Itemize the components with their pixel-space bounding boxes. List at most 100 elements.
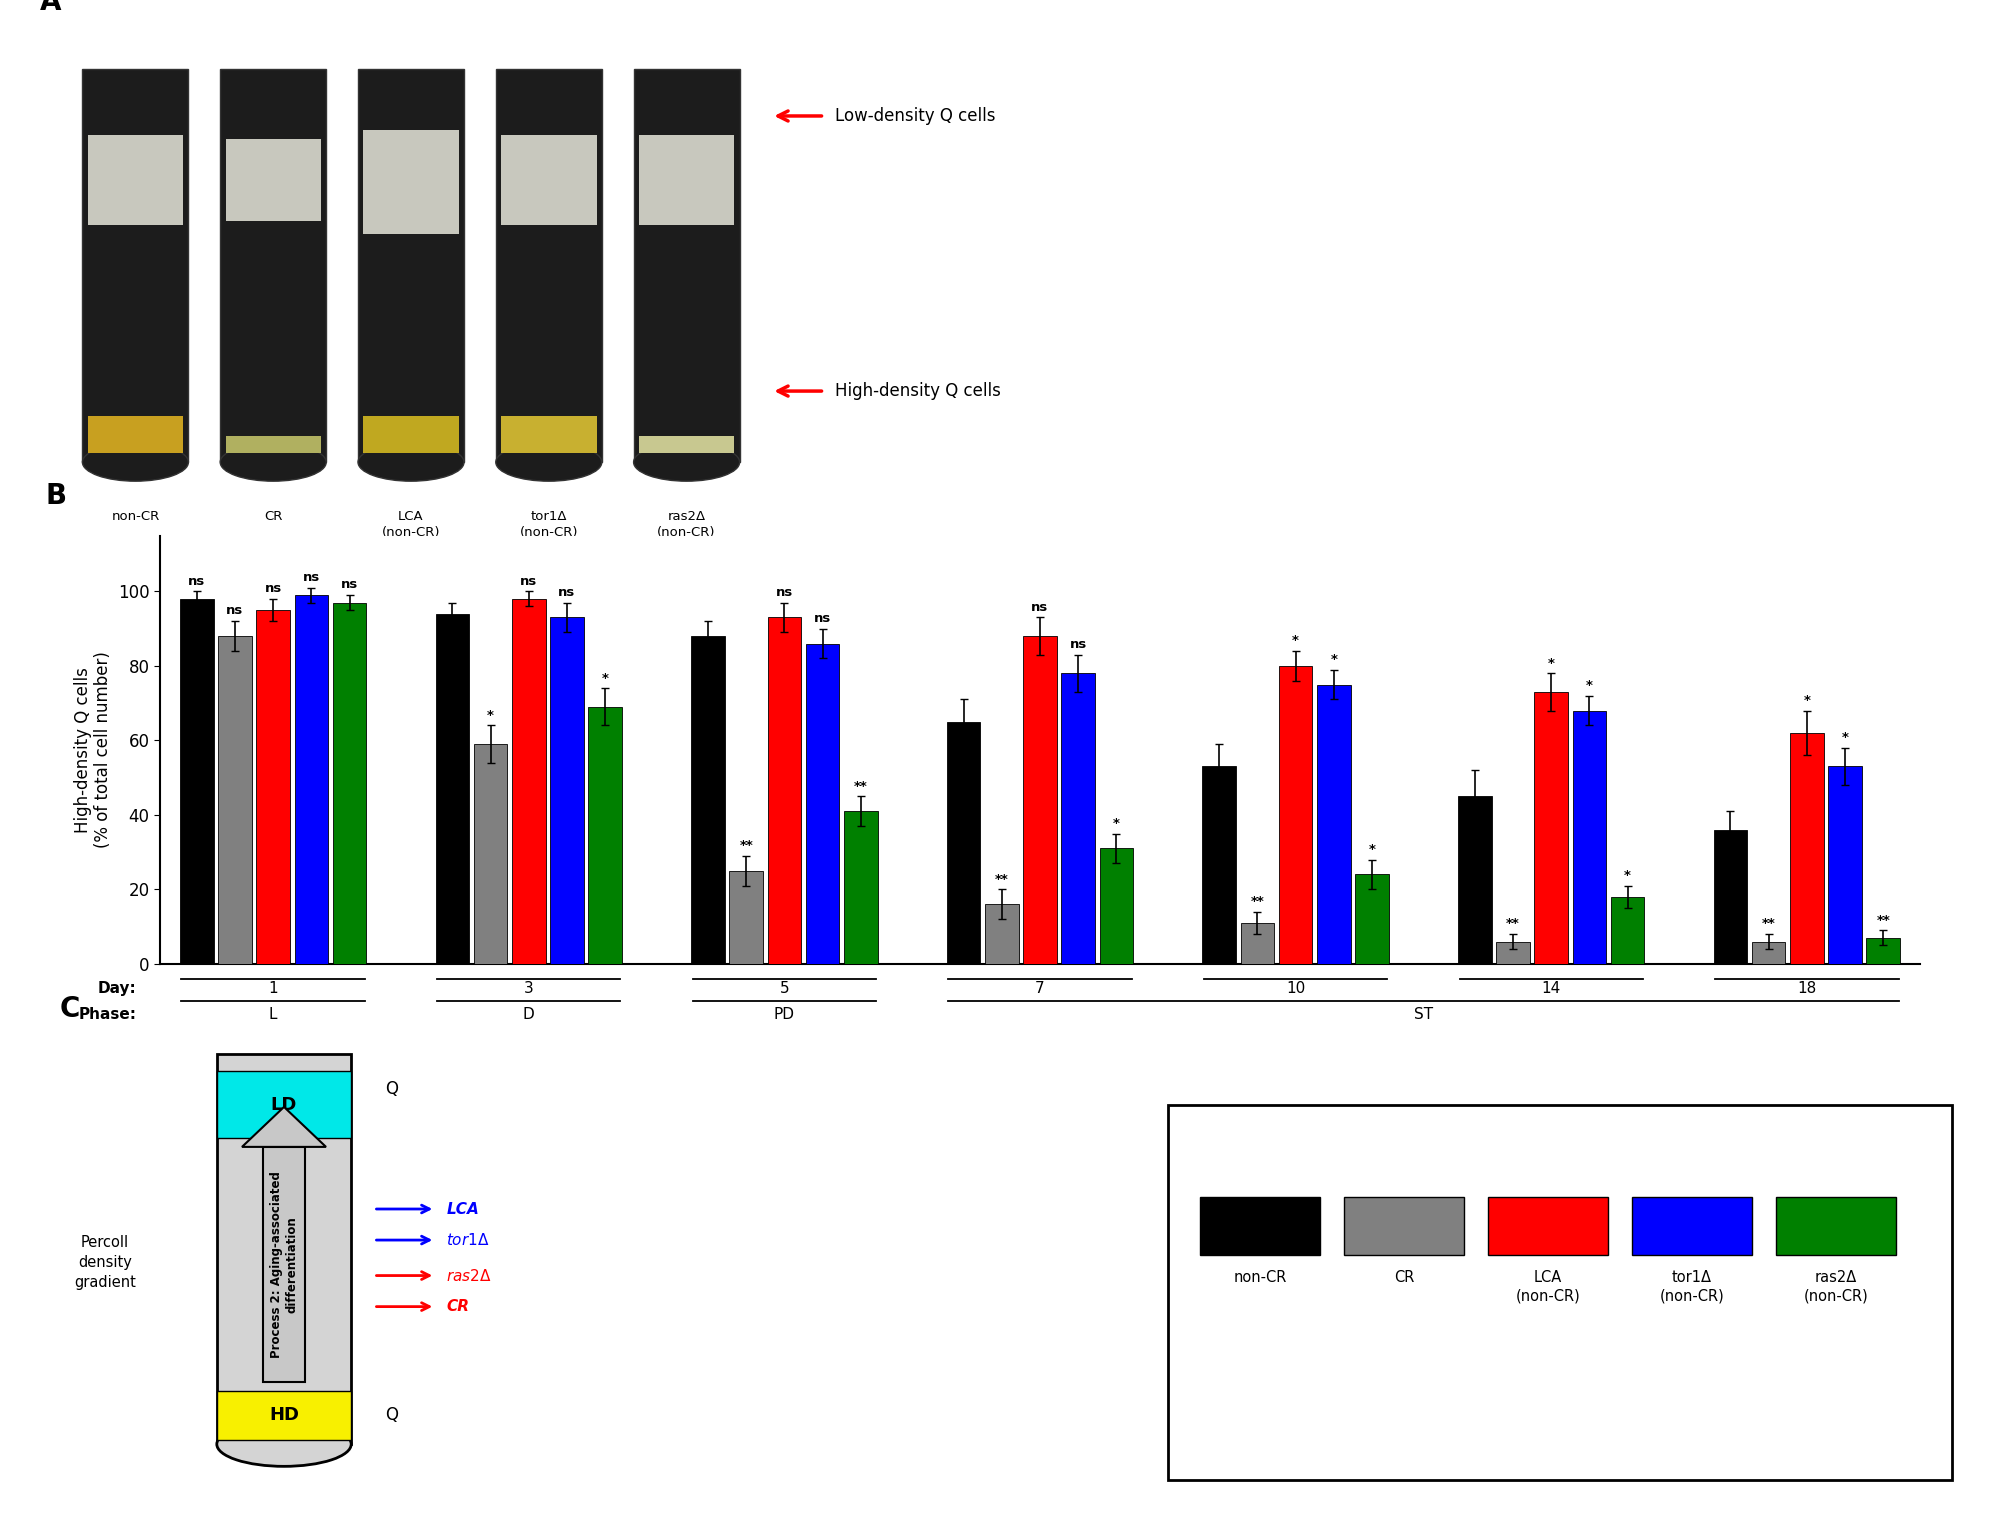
Bar: [1488, 1196, 1608, 1255]
Bar: [638, 135, 734, 225]
Text: Day:: Day:: [98, 981, 136, 996]
Text: **: **: [994, 872, 1008, 886]
Text: CR: CR: [264, 509, 282, 523]
Text: *: *: [1548, 656, 1554, 670]
Text: ns: ns: [302, 571, 320, 584]
Text: tor1Δ
(non-CR): tor1Δ (non-CR): [520, 509, 578, 539]
Bar: [88, 135, 184, 225]
Ellipse shape: [220, 444, 326, 480]
Bar: [1458, 796, 1492, 964]
Text: **: **: [1876, 913, 1890, 927]
Text: ns: ns: [340, 578, 358, 592]
Text: *: *: [1842, 731, 1848, 744]
Text: **: **: [854, 780, 868, 793]
Ellipse shape: [82, 444, 188, 480]
Bar: [1024, 636, 1056, 964]
Bar: [1790, 733, 1824, 964]
Y-axis label: High-density Q cells
(% of total cell number): High-density Q cells (% of total cell nu…: [74, 652, 112, 848]
Bar: [806, 644, 840, 964]
Text: 14: 14: [1542, 981, 1560, 996]
Text: Q: Q: [384, 1080, 398, 1099]
Text: 3: 3: [524, 981, 534, 996]
Bar: [1752, 941, 1786, 964]
Text: $tor1\Delta$: $tor1\Delta$: [446, 1232, 490, 1248]
Bar: [1202, 767, 1236, 964]
Text: Low-density Q cells: Low-density Q cells: [836, 107, 996, 125]
Text: non-CR: non-CR: [1234, 1270, 1286, 1285]
Bar: [1278, 666, 1312, 964]
Text: *: *: [1330, 653, 1338, 666]
Bar: [634, 69, 740, 462]
Bar: [364, 130, 458, 234]
Bar: [1866, 938, 1900, 964]
Text: *: *: [488, 708, 494, 722]
Bar: [436, 614, 470, 964]
Text: tor1Δ
(non-CR): tor1Δ (non-CR): [1660, 1270, 1724, 1304]
Text: **: **: [740, 838, 754, 852]
Text: A: A: [40, 0, 62, 17]
Bar: [1828, 767, 1862, 964]
Text: LCA
(non-CR): LCA (non-CR): [382, 509, 440, 539]
Text: ns: ns: [188, 575, 206, 588]
Text: *: *: [1112, 817, 1120, 829]
Text: B: B: [46, 482, 66, 509]
Text: Percoll
density
gradient: Percoll density gradient: [74, 1235, 136, 1290]
Bar: [1776, 1196, 1896, 1255]
Text: LD: LD: [270, 1095, 298, 1114]
Polygon shape: [242, 1108, 326, 1148]
Bar: [502, 135, 596, 225]
Text: **: **: [1762, 918, 1776, 930]
Text: High-density Q cells: High-density Q cells: [836, 382, 1000, 399]
Text: *: *: [1624, 869, 1632, 881]
Bar: [550, 618, 584, 964]
Ellipse shape: [216, 1421, 352, 1466]
Text: ns: ns: [1032, 601, 1048, 614]
Text: *: *: [1368, 843, 1376, 855]
Text: *: *: [1586, 679, 1592, 692]
Bar: [502, 416, 596, 453]
Text: 10: 10: [1286, 981, 1306, 996]
Text: ns: ns: [558, 586, 576, 598]
Text: LCA
(non-CR): LCA (non-CR): [1516, 1270, 1580, 1304]
Bar: [358, 69, 464, 462]
Text: HD: HD: [270, 1406, 300, 1424]
Text: $ras2\Delta$: $ras2\Delta$: [446, 1267, 492, 1284]
Text: 1: 1: [268, 981, 278, 996]
Text: ns: ns: [1070, 638, 1086, 650]
Bar: [512, 598, 546, 964]
Text: ns: ns: [264, 581, 282, 595]
Bar: [588, 707, 622, 964]
Text: non-CR: non-CR: [112, 509, 160, 523]
Bar: [984, 904, 1018, 964]
Bar: [332, 603, 366, 964]
Text: *: *: [1804, 695, 1810, 707]
Bar: [946, 722, 980, 964]
Text: 7: 7: [1036, 981, 1044, 996]
Bar: [216, 1071, 352, 1138]
Text: *: *: [1292, 635, 1300, 647]
Bar: [1200, 1196, 1320, 1255]
Bar: [1356, 875, 1388, 964]
Bar: [364, 416, 458, 453]
Bar: [216, 1391, 352, 1440]
Bar: [294, 595, 328, 964]
Text: D: D: [522, 1007, 534, 1022]
Bar: [1714, 829, 1748, 964]
Bar: [216, 1054, 352, 1444]
Text: Phase:: Phase:: [78, 1007, 136, 1022]
Ellipse shape: [496, 444, 602, 480]
Text: ns: ns: [814, 612, 832, 624]
Bar: [692, 636, 724, 964]
Text: ns: ns: [776, 586, 792, 598]
Text: Process 2: Aging-associated
differentiation: Process 2: Aging-associated differentiat…: [270, 1170, 298, 1359]
Text: C: C: [60, 994, 80, 1022]
Bar: [82, 69, 188, 462]
Text: ras2Δ
(non-CR): ras2Δ (non-CR): [658, 509, 716, 539]
Bar: [496, 69, 602, 462]
Bar: [730, 871, 762, 964]
Text: ST: ST: [1414, 1007, 1434, 1022]
Text: L: L: [268, 1007, 278, 1022]
Text: ns: ns: [520, 575, 538, 588]
Bar: [256, 610, 290, 964]
Bar: [1572, 710, 1606, 964]
